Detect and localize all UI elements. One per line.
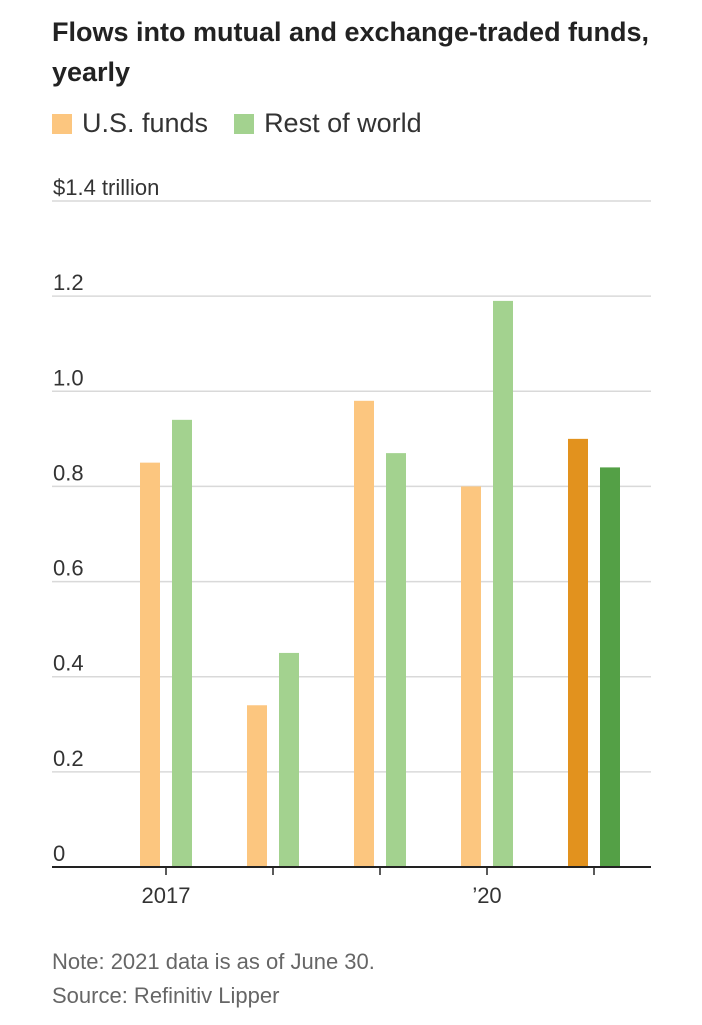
y-tick-label-0-4: 0.4	[53, 651, 84, 676]
x-tick-label-2017: 2017	[142, 883, 191, 908]
legend-label-us-funds: U.S. funds	[82, 108, 209, 138]
bars	[140, 300, 620, 867]
legend: U.S. funds Rest of world	[52, 108, 448, 139]
source-text: Source: Refinitiv Lipper	[52, 983, 280, 1008]
legend-label-rest-of-world: Rest of world	[264, 108, 422, 138]
bar-rest-of-world-2021	[600, 467, 620, 867]
bar-u-s-funds-2021	[568, 438, 588, 867]
note-text: Note: 2021 data is as of June 30.	[52, 949, 375, 974]
y-tick-label-1-4: $1.4 trillion	[53, 175, 159, 200]
chart-title: Flows into mutual and exchange-traded fu…	[52, 17, 650, 87]
legend-item-rest-of-world: Rest of world	[234, 108, 422, 139]
y-tick-label-0-2: 0.2	[53, 746, 84, 771]
y-tick-label-0-6: 0.6	[53, 556, 84, 581]
bar-u-s-funds-2020	[461, 486, 481, 867]
y-tick-label-0-8: 0.8	[53, 460, 84, 485]
bar-rest-of-world-2018	[279, 652, 299, 867]
bar-rest-of-world-2017	[172, 419, 192, 867]
x-axis: 2017 ’20	[52, 866, 651, 908]
bar-u-s-funds-2019	[354, 400, 374, 867]
footer: Note: 2021 data is as of June 30. Source…	[52, 945, 375, 1013]
y-tick-label-1-2: 1.2	[53, 270, 84, 295]
y-axis-ticks: 0 0.2 0.4 0.6 0.8 1.0 1.2 $1.4 trillion	[53, 175, 159, 866]
x-tick-label-2020: ’20	[472, 883, 501, 908]
bar-u-s-funds-2017	[140, 462, 160, 867]
y-tick-label-0: 0	[53, 841, 65, 866]
bar-rest-of-world-2020	[493, 300, 513, 867]
legend-swatch-us-funds	[52, 113, 72, 134]
legend-item-us-funds: U.S. funds	[52, 108, 208, 139]
legend-swatch-rest-of-world	[234, 113, 255, 134]
y-tick-label-1: 1.0	[53, 365, 84, 390]
bar-u-s-funds-2018	[247, 705, 267, 867]
bar-rest-of-world-2019	[386, 453, 406, 867]
